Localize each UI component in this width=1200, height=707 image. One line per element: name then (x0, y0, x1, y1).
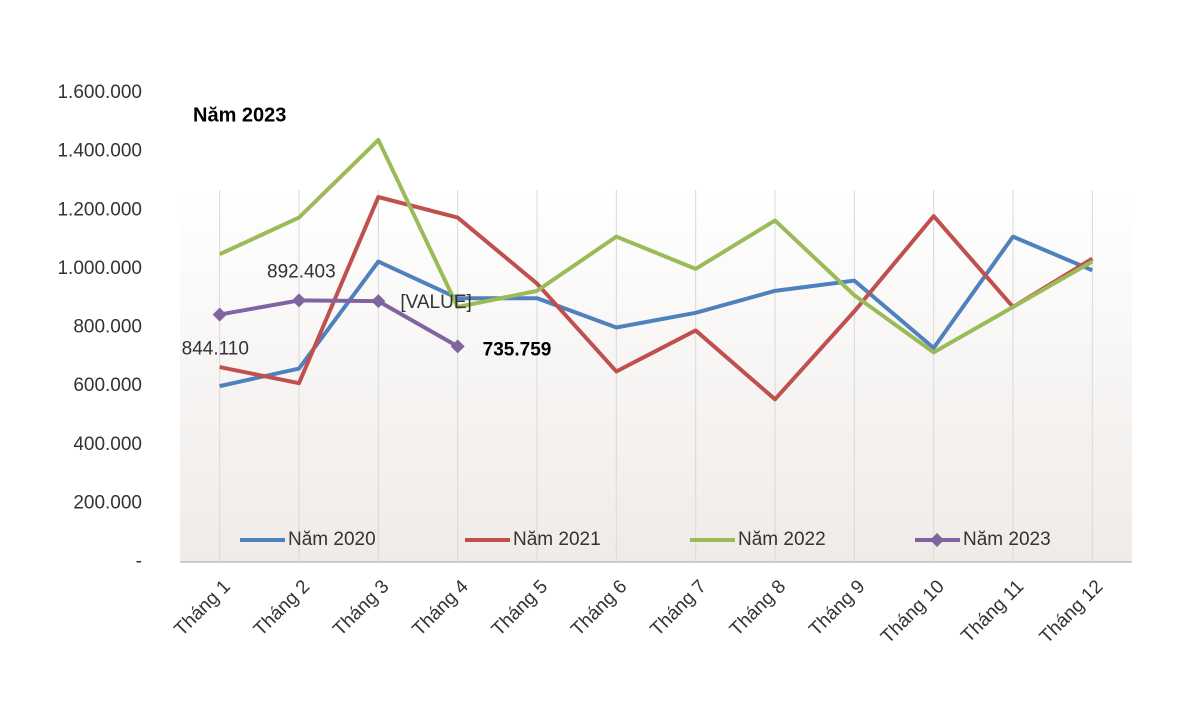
marker (450, 339, 465, 354)
data-label: 735.759 (483, 339, 552, 360)
y-tick-label: 1.000.000 (57, 258, 142, 279)
y-tick-label: 600.000 (73, 375, 142, 396)
plot-background (180, 190, 1132, 562)
data-label: 844.110 (182, 339, 249, 360)
x-tick-label: Tháng 12 (1036, 576, 1108, 648)
marker (371, 294, 386, 309)
marker (212, 307, 227, 322)
x-tick-label: Tháng 4 (409, 576, 473, 640)
x-tick-label: Tháng 7 (647, 576, 711, 640)
x-tick-label: Tháng 8 (726, 576, 790, 640)
series-line (219, 234, 1094, 389)
y-tick-label: - (136, 551, 142, 572)
y-tick-label: 1.200.000 (57, 199, 142, 220)
series-line (219, 195, 1094, 402)
y-tick-label: 1.400.000 (57, 141, 142, 162)
y-tick-label: 200.000 (73, 492, 142, 513)
data-label: 892.403 (267, 261, 336, 282)
legend-label: Năm 2020 (288, 529, 376, 550)
legend-label: Năm 2021 (513, 529, 601, 550)
marker (292, 293, 306, 308)
x-tick-label: Tháng 3 (329, 576, 393, 640)
y-tick-label: 400.000 (73, 434, 142, 455)
x-tick-label: Tháng 6 (567, 576, 631, 640)
x-tick-label: Tháng 11 (957, 576, 1028, 647)
series-line (218, 137, 1094, 355)
x-tick-label: Tháng 2 (250, 576, 314, 640)
legend-label: Năm 2023 (963, 529, 1051, 550)
x-tick-label: Tháng 9 (805, 576, 869, 640)
data-label: [VALUE] (400, 292, 471, 313)
x-tick-label: Tháng 5 (488, 576, 552, 640)
series-line (219, 298, 459, 349)
legend-marker (930, 533, 944, 547)
x-tick-label: Tháng 1 (171, 576, 235, 640)
y-tick-label: 800.000 (73, 317, 142, 338)
x-tick-label: Tháng 10 (877, 576, 949, 648)
y-tick-label: 1.600.000 (57, 82, 142, 103)
legend-label: Năm 2022 (738, 529, 826, 550)
chart-title: Năm 2023 (193, 104, 286, 126)
